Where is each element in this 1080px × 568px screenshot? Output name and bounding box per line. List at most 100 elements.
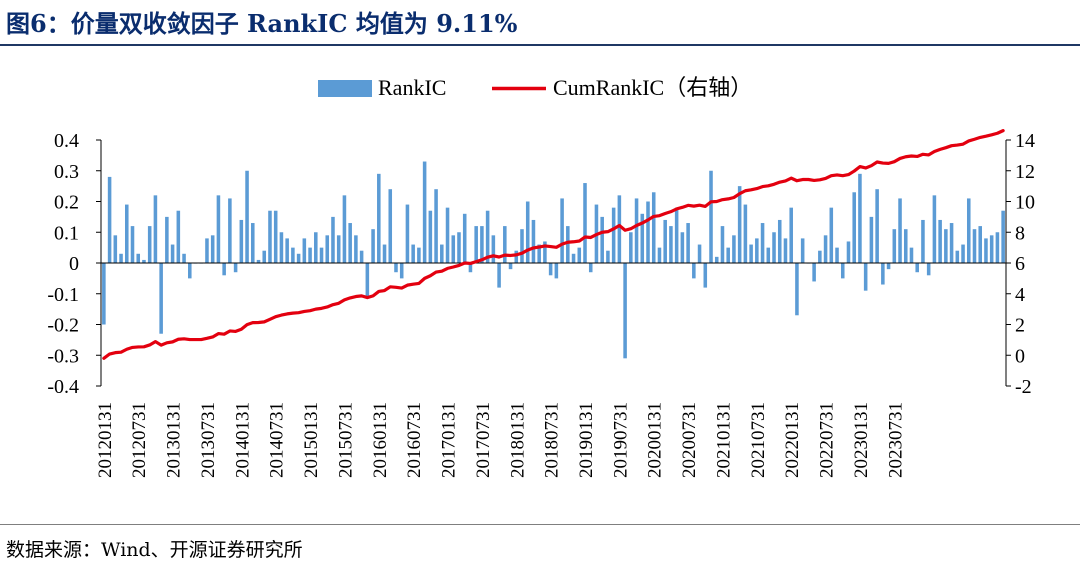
- rankic-bar: [285, 238, 289, 263]
- rankic-bar: [737, 186, 742, 264]
- rankic-bar: [314, 232, 318, 263]
- rankic-bar: [188, 263, 192, 279]
- right-tick-label: 0: [1015, 345, 1025, 367]
- left-tick-label: -0.1: [47, 284, 79, 306]
- rankic-bar: [279, 232, 284, 263]
- rankic-bar: [520, 229, 524, 263]
- rankic-bar: [359, 250, 364, 263]
- rankic-bar: [583, 183, 587, 263]
- rankic-bar: [382, 244, 387, 263]
- right-tick-label: 8: [1015, 222, 1025, 244]
- cumrankic-line-group: [102, 129, 1005, 360]
- rankic-bar: [377, 173, 381, 263]
- x-tick-label: 20230131: [851, 402, 872, 478]
- right-tick-label: 10: [1015, 192, 1035, 214]
- right-tick-label: 12: [1015, 161, 1035, 183]
- rankic-bar: [503, 226, 507, 263]
- rankic-bar: [903, 229, 908, 263]
- x-tick-label: 20140731: [267, 402, 288, 478]
- rankic-bar: [588, 263, 593, 273]
- rankic-bar: [617, 195, 622, 263]
- rankic-bar: [749, 244, 753, 263]
- rankic-bar: [846, 241, 851, 263]
- rankic-bar: [720, 226, 725, 263]
- rankic-bar: [915, 263, 919, 273]
- x-tick-label: 20200131: [645, 402, 666, 478]
- rankic-bar: [480, 226, 484, 263]
- rankic-bar: [125, 204, 129, 263]
- rankic-bar: [348, 223, 352, 263]
- rankic-bar: [170, 244, 175, 263]
- rankic-bar: [434, 189, 438, 263]
- rankic-bar: [829, 207, 834, 263]
- rankic-bar: [422, 161, 427, 263]
- x-tick-label: 20170131: [439, 402, 460, 478]
- rankic-bar: [399, 263, 404, 279]
- rankic-bar: [119, 253, 123, 263]
- rankic-bar: [457, 232, 461, 263]
- rankic-bar: [394, 263, 398, 273]
- rankic-bar: [800, 238, 805, 263]
- chart-tick-labels: -0.4 -0.3 -0.2 -0.1 0 0.1 0.2 0.3 0.4 -2 0 2 4 6 8 10 12…: [47, 130, 1035, 478]
- rankic-bar: [228, 198, 232, 263]
- x-tick-label: 20150731: [335, 402, 356, 478]
- left-tick-label: 0.2: [54, 192, 79, 214]
- rankic-bar: [342, 195, 347, 263]
- rankic-bar: [634, 198, 639, 263]
- rankic-bar: [646, 201, 650, 263]
- rankic-bar: [709, 170, 713, 263]
- rankic-bar: [611, 207, 616, 263]
- rankic-bar: [984, 238, 988, 263]
- right-tick-label: 6: [1015, 253, 1025, 275]
- rankic-bar: [961, 244, 965, 263]
- left-tick-label: -0.2: [47, 315, 79, 337]
- x-tick-label: 20120731: [129, 402, 150, 478]
- cumrankic-line: [102, 129, 1005, 360]
- rankic-bar: [165, 216, 169, 264]
- rankic-bar: [216, 195, 221, 263]
- rankic-bar: [142, 259, 146, 263]
- rankic-bar: [560, 198, 564, 263]
- rankic-bar: [606, 250, 610, 263]
- rankic-bar: [938, 219, 942, 263]
- rankic-bar: [932, 195, 937, 263]
- rankic-bar: [336, 235, 341, 263]
- rankic-bar: [365, 263, 370, 297]
- rankic-bar: [772, 232, 776, 263]
- rankic-bar: [966, 198, 971, 263]
- rankic-bar: [863, 263, 868, 291]
- rankic-bar: [508, 263, 513, 270]
- x-tick-label: 20180731: [542, 402, 563, 478]
- rankic-bar: [102, 263, 106, 325]
- rankic-bar: [881, 263, 885, 285]
- rankic-bar: [262, 250, 267, 263]
- rankic-bar: [136, 253, 141, 263]
- x-tick-label: 20230731: [885, 402, 906, 478]
- rankic-bar: [268, 210, 272, 263]
- rankic-bar: [440, 244, 444, 263]
- rankic-bar: [176, 210, 181, 263]
- rankic-bar: [944, 229, 948, 263]
- rankic-bar: [291, 247, 295, 264]
- rankic-bar: [571, 253, 576, 263]
- rankic-bar: [485, 210, 490, 263]
- x-tick-label: 20130731: [198, 402, 219, 478]
- x-tick-label: 20220131: [782, 402, 803, 478]
- right-tick-label: 14: [1015, 130, 1035, 152]
- source-rule: [0, 524, 1080, 525]
- x-tick-label: 20180131: [507, 402, 528, 478]
- rankic-bar: [812, 263, 816, 282]
- rankic-bar: [686, 223, 690, 263]
- rankic-bar: [405, 204, 410, 263]
- rankic-bar: [273, 210, 278, 263]
- chart-axes: [100, 140, 1007, 386]
- x-tick-label: 20170731: [473, 402, 494, 478]
- source-note: 数据来源：Wind、开源证券研究所: [6, 539, 303, 561]
- chart-legend: RankIC CumRankIC（右轴）: [318, 75, 752, 100]
- rankic-bar: [256, 259, 261, 263]
- rankic-bar: [462, 213, 467, 263]
- x-tick-label: 20160131: [370, 402, 391, 478]
- rankic-bar: [726, 247, 730, 264]
- left-tick-label: 0.3: [54, 161, 79, 183]
- rankic-bar: [789, 207, 793, 263]
